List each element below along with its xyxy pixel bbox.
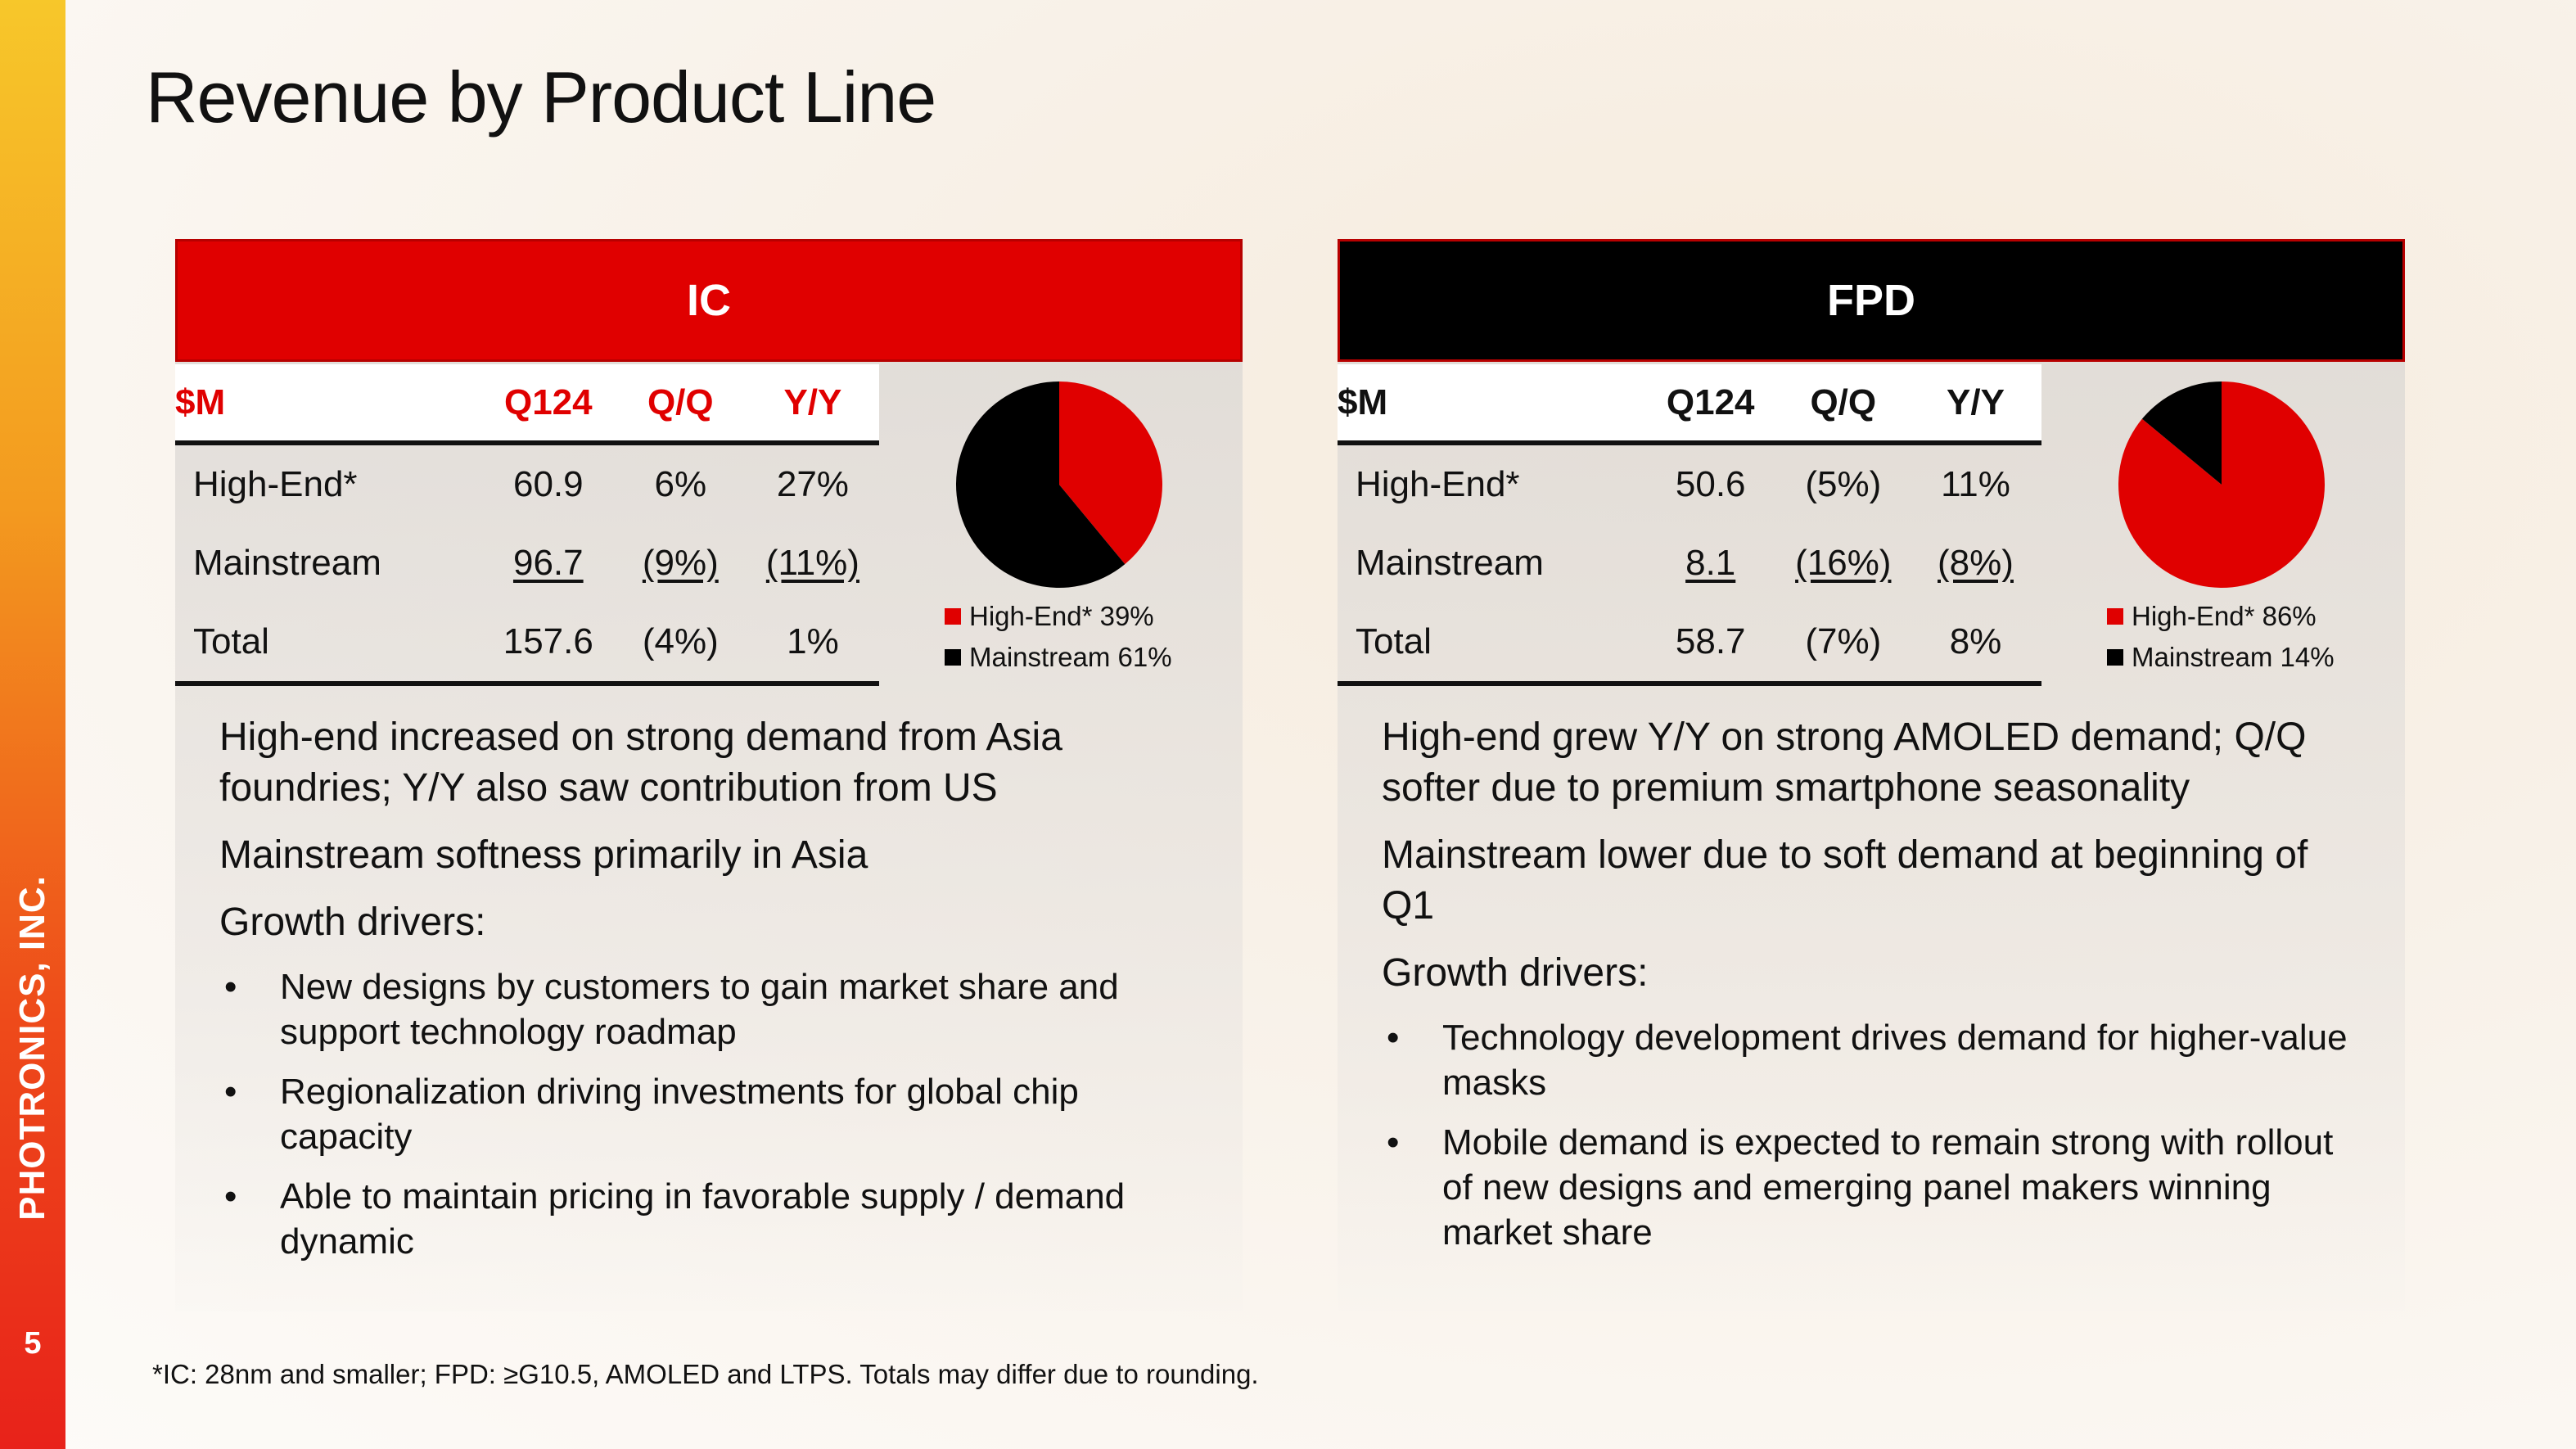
column-header-q124: Q124: [1644, 364, 1777, 445]
commentary-paragraph: High-end grew Y/Y on strong AMOLED deman…: [1382, 715, 2307, 810]
legend-label: High-End* 39%: [969, 601, 1154, 631]
legend-swatch-black: [2107, 649, 2123, 666]
yy-value: 27%: [776, 464, 849, 504]
qq-value: (9%): [642, 543, 719, 583]
legend-item-mainstream: Mainstream 61%: [945, 637, 1172, 678]
yy-value: 11%: [1941, 464, 2010, 504]
bullet-text: Regionalization driving investments for …: [280, 1072, 1079, 1157]
commentary-paragraph: High-end increased on strong demand from…: [219, 715, 1062, 810]
q124-value: 50.6: [1675, 464, 1746, 504]
column-header-yy: Y/Y: [746, 364, 879, 445]
yy-value: (11%): [765, 543, 859, 583]
growth-drivers-list: • Technology development drives demand fo…: [1382, 1015, 2364, 1255]
fpd-pie-legend: High-End* 86% Mainstream 14%: [2107, 596, 2335, 678]
commentary-paragraph: Mainstream softness primarily in Asia: [219, 833, 868, 877]
qq-value: 6%: [654, 464, 707, 504]
row-label: Total: [1338, 603, 1644, 686]
column-header-label: $M: [1338, 364, 1644, 445]
column-header-qq: Q/Q: [1776, 364, 1910, 445]
row-label: High-End*: [1356, 464, 1520, 504]
table-row: Total 58.7 (7%) 8%: [1338, 603, 2041, 686]
table-header-row: $M Q124 Q/Q Y/Y: [175, 364, 879, 445]
legend-label: Mainstream 61%: [969, 642, 1172, 672]
table-row: High-End* 50.6 (5%) 11%: [1338, 443, 2041, 524]
yy-value: (8%): [1938, 543, 2014, 583]
column-header-label: $M: [175, 364, 482, 445]
ic-pie-chart: [956, 381, 1162, 588]
table-row: High-End* 60.9 6% 27%: [175, 443, 879, 524]
legend-label: Mainstream 14%: [2132, 642, 2335, 672]
bullet-icon: •: [224, 967, 237, 1007]
q124-value: 157.6: [481, 603, 615, 686]
ic-metrics-table: $M Q124 Q/Q Y/Y High-End* 60.9 6% 27% Ma…: [175, 364, 879, 686]
fpd-panel-header: FPD: [1338, 239, 2405, 362]
yy-value: 8%: [1909, 603, 2041, 686]
qq-value: (5%): [1805, 464, 1882, 504]
q124-value: 96.7: [512, 543, 584, 583]
growth-drivers-list: • New designs by customers to gain market…: [219, 964, 1202, 1264]
fpd-commentary: High-end grew Y/Y on strong AMOLED deman…: [1382, 712, 2364, 1270]
pie-slice-highend: [1059, 381, 1162, 565]
qq-value: (7%): [1776, 603, 1910, 686]
ic-panel-header: IC: [175, 239, 1243, 362]
bullet-text: Able to maintain pricing in favorable su…: [280, 1176, 1126, 1262]
table-header-row: $M Q124 Q/Q Y/Y: [1338, 364, 2041, 445]
yy-value: 1%: [746, 603, 879, 686]
list-item: • New designs by customers to gain market…: [219, 964, 1202, 1054]
q124-value: 58.7: [1644, 603, 1777, 686]
table-row: Mainstream 8.1 (16%) (8%): [1338, 524, 2041, 603]
footnote: *IC: 28nm and smaller; FPD: ≥G10.5, AMOL…: [152, 1359, 1259, 1389]
ic-panel: IC $M Q124 Q/Q Y/Y High-End* 60.9 6% 27%…: [175, 239, 1243, 1311]
ic-commentary: High-end increased on strong demand from…: [219, 712, 1202, 1279]
row-label: Mainstream: [1356, 543, 1544, 583]
list-item: • Mobile demand is expected to remain str…: [1382, 1120, 2364, 1255]
pie-slice-mainstream: [2141, 381, 2222, 485]
legend-swatch-red: [945, 608, 961, 625]
column-header-q124: Q124: [481, 364, 615, 445]
legend-swatch-red: [2107, 608, 2123, 625]
bullet-icon: •: [224, 1176, 237, 1217]
row-label: Mainstream: [193, 543, 381, 583]
qq-value: (16%): [1795, 543, 1892, 583]
list-item: • Able to maintain pricing in favorable s…: [219, 1174, 1202, 1264]
fpd-metrics-table: $M Q124 Q/Q Y/Y High-End* 50.6 (5%) 11% …: [1338, 364, 2041, 686]
company-name: PHOTRONICS, INC.: [12, 875, 52, 1221]
page-number: 5: [24, 1326, 42, 1361]
bullet-text: Mobile demand is expected to remain stro…: [1442, 1122, 2334, 1253]
q124-value: 8.1: [1685, 543, 1736, 583]
pie-slice-mainstream: [956, 381, 1126, 588]
fpd-pie-chart: [2118, 381, 2325, 588]
legend-label: High-End* 86%: [2132, 601, 2317, 631]
commentary-paragraph: Mainstream lower due to soft demand at b…: [1382, 833, 2308, 928]
bullet-text: New designs by customers to gain market …: [280, 967, 1119, 1052]
legend-item-mainstream: Mainstream 14%: [2107, 637, 2335, 678]
list-item: • Technology development drives demand fo…: [1382, 1015, 2364, 1105]
legend-item-high-end: High-End* 39%: [945, 596, 1172, 637]
qq-value: (4%): [614, 603, 747, 686]
row-label: High-End*: [193, 464, 358, 504]
legend-item-high-end: High-End* 86%: [2107, 596, 2335, 637]
brand-side-bar: [0, 0, 65, 1449]
column-header-qq: Q/Q: [614, 364, 747, 445]
bullet-icon: •: [1387, 1122, 1400, 1162]
legend-swatch-black: [945, 649, 961, 666]
table-row: Mainstream 96.7 (9%) (11%): [175, 524, 879, 603]
growth-drivers-heading: Growth drivers:: [1382, 951, 1649, 995]
bullet-icon: •: [1387, 1018, 1400, 1058]
q124-value: 60.9: [512, 464, 584, 504]
row-label: Total: [175, 603, 482, 686]
growth-drivers-heading: Growth drivers:: [219, 901, 486, 944]
list-item: • Regionalization driving investments for…: [219, 1069, 1202, 1159]
slide-title: Revenue by Product Line: [146, 56, 936, 138]
bullet-text: Technology development drives demand for…: [1442, 1018, 2348, 1103]
table-row: Total 157.6 (4%) 1%: [175, 603, 879, 686]
column-header-yy: Y/Y: [1909, 364, 2041, 445]
ic-pie-legend: High-End* 39% Mainstream 61%: [945, 596, 1172, 678]
fpd-panel: FPD $M Q124 Q/Q Y/Y High-End* 50.6 (5%) …: [1338, 239, 2405, 1311]
bullet-icon: •: [224, 1072, 237, 1112]
